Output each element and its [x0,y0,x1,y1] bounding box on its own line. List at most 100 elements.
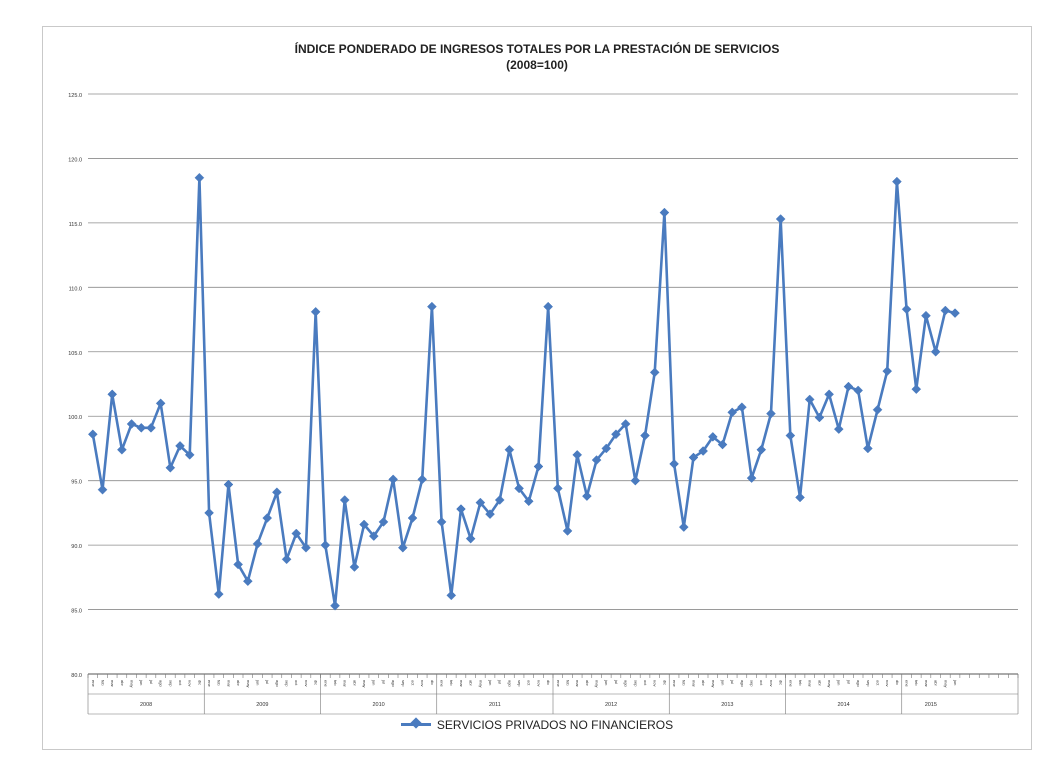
data-point [737,402,747,413]
x-month-label: jun [255,679,260,685]
x-month-label: nov [536,680,541,686]
x-month-label: oct [643,680,648,686]
x-month-label: abr [817,680,822,686]
x-month-label: ene [323,680,328,687]
x-month-label: ene [905,680,910,687]
x-month-label: oct [410,680,415,686]
x-month-label: nov [885,680,890,686]
data-point [349,562,360,572]
chart-title-block: ÍNDICE PONDERADO DE INGRESOS TOTALES POR… [43,41,1031,73]
x-month-label: oct [875,680,880,686]
x-month-label: sep [285,680,290,687]
x-month-label: jun [372,679,377,685]
x-year-label: 2010 [373,702,385,708]
data-point [514,483,524,494]
x-month-label: abr [120,680,125,686]
data-point [833,424,844,434]
data-point [746,473,757,483]
data-point [146,422,156,433]
x-year-label: 2015 [925,702,937,708]
x-month-label: mar [110,680,115,688]
data-point [717,439,728,450]
x-month-label: jul [846,679,851,684]
x-month-label: may [943,680,948,688]
data-point [223,479,234,490]
legend-series-marker [400,723,431,726]
x-month-label: nov [769,680,774,686]
data-point [465,533,476,544]
x-month-label: mar [808,680,813,688]
x-month-label: dic [546,680,551,685]
data-point [97,484,108,495]
x-month-label: jun [488,679,493,685]
data-point [252,538,263,549]
chart-frame: ÍNDICE PONDERADO DE INGRESOS TOTALES POR… [42,26,1032,750]
x-month-label: abr [934,680,939,686]
x-month-label: abr [585,680,590,686]
x-month-label: oct [178,680,183,686]
x-month-label: jul [381,679,386,684]
y-tick-label: 115.0 [69,222,82,228]
x-month-label: may [595,680,600,688]
data-point [204,508,214,518]
data-point [301,542,311,553]
data-point [475,497,486,508]
x-month-label: abr [352,680,357,686]
x-month-label: ene [440,680,445,687]
data-point [397,542,408,553]
data-point [853,385,864,396]
x-month-label: may [711,680,716,688]
x-month-label: may [130,680,135,688]
data-point [611,429,621,440]
x-month-label: mar [575,680,580,688]
x-month-label: mar [343,680,348,688]
x-month-label: jul [498,679,503,684]
data-point [688,452,699,463]
chart-title: ÍNDICE PONDERADO DE INGRESOS TOTALES POR… [294,42,780,56]
data-point [669,459,679,469]
y-tick-label: 100.0 [68,415,82,421]
x-month-label: oct [759,680,764,686]
x-month-label: ene [91,680,96,687]
data-point [727,407,738,418]
x-year-label: 2011 [489,702,501,708]
data-point [630,475,641,486]
x-month-label: mar [459,680,464,688]
x-month-label: dic [662,680,667,685]
data-point [242,576,253,587]
data-point [620,419,631,429]
y-tick-label: 90.0 [71,544,82,550]
x-month-label: abr [236,680,241,686]
x-month-label: abr [469,680,474,686]
x-month-label: may [362,680,367,688]
x-month-label: may [827,680,832,688]
data-point [194,172,205,183]
x-month-label: ago [159,680,164,687]
x-month-label: jul [149,679,154,684]
x-month-label: ene [556,680,561,687]
x-month-label: ago [507,680,512,687]
x-month-label: ago [740,680,745,687]
x-year-label: 2009 [256,702,268,708]
data-point [766,408,776,419]
data-point [310,306,321,317]
data-point [436,517,447,527]
data-point [320,540,331,550]
x-month-label: jul [614,679,619,684]
x-year-label: 2014 [838,702,850,708]
x-month-label: sep [168,680,173,687]
x-month-label: nov [420,680,425,686]
data-point [87,429,98,440]
x-month-label: oct [294,680,299,686]
x-month-label: jun [720,679,725,685]
data-point [107,389,118,400]
data-point [882,366,893,376]
data-point [785,430,796,441]
x-year-label: 2008 [140,702,152,708]
y-tick-label: 95.0 [71,480,82,486]
data-point [388,474,399,485]
data-point [804,394,815,405]
data-point [368,531,379,541]
data-point [843,381,854,392]
data-point [272,487,282,498]
